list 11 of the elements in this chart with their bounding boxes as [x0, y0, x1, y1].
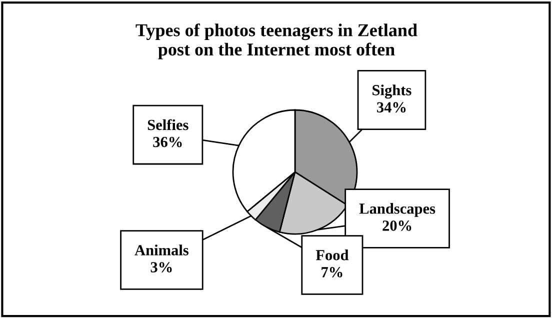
- slice-label: Landscapes: [359, 203, 436, 217]
- data-label: 36%: [153, 136, 182, 148]
- slice-label: Food: [316, 250, 349, 260]
- data-label: 34%: [377, 102, 406, 113]
- data-label: 3%: [150, 262, 172, 272]
- data-label: 7%: [322, 267, 342, 278]
- slice-label: Selfies: [148, 119, 188, 130]
- slice-label: Animals: [134, 244, 188, 256]
- slice-label: Sights: [372, 84, 412, 99]
- chart-title: Types of photos teenagers in Zetland post on the Internet most often: [136, 23, 418, 60]
- data-label: 20%: [382, 220, 412, 231]
